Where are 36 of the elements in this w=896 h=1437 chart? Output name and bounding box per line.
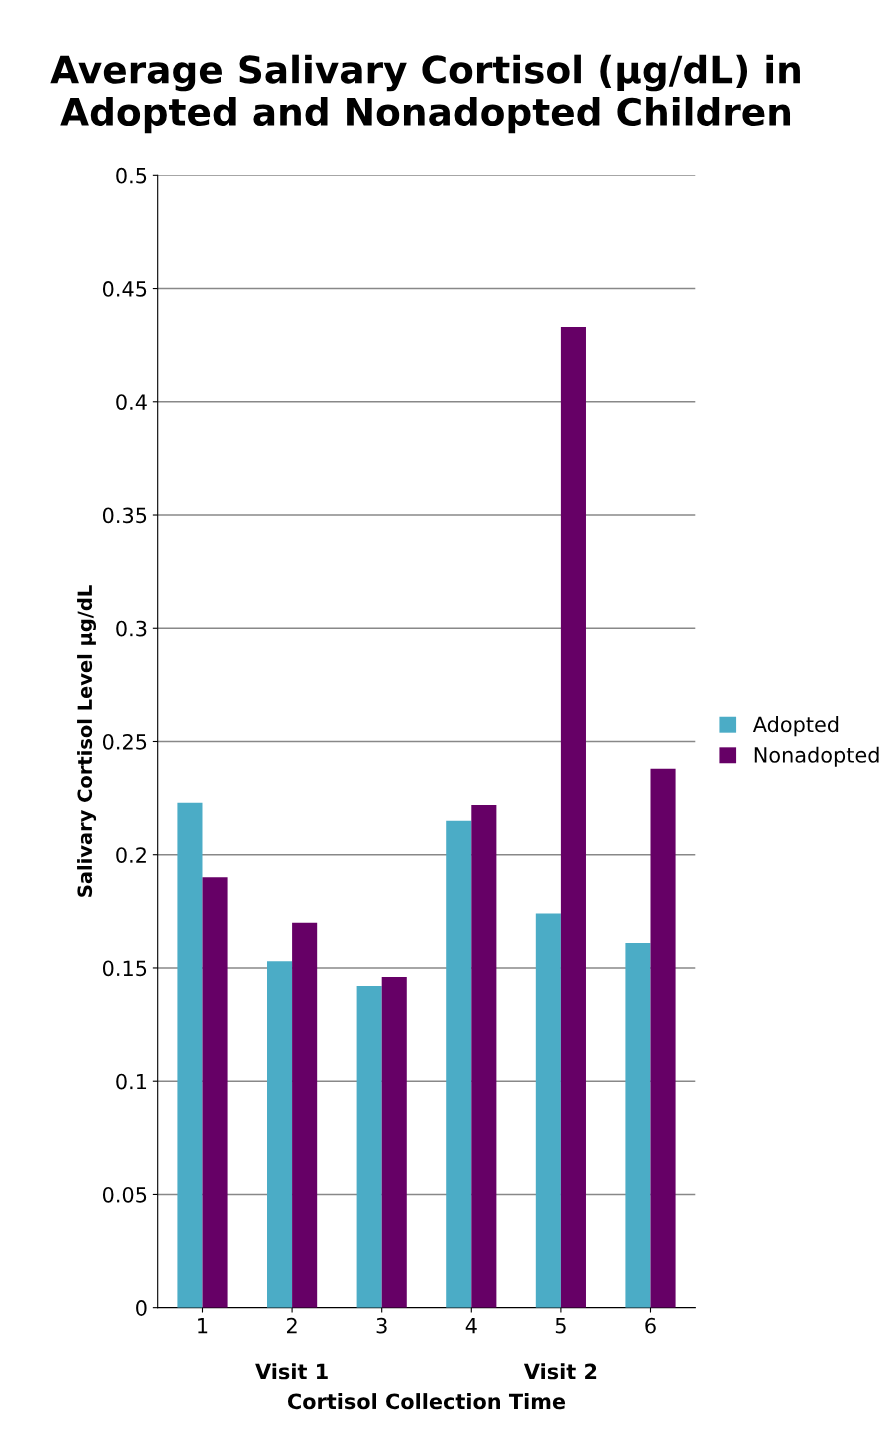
x-tick-label: 3: [376, 1317, 387, 1334]
bar: [177, 802, 203, 1308]
x-tick-label: 1: [198, 1318, 208, 1334]
chart-title: Average Salivary Cortisol (µg/dL) in Adopted and Nonadopted Children: [50, 54, 800, 134]
text: Visit 2: [523, 1363, 597, 1380]
y-tick-label: 0.35: [102, 507, 147, 524]
y-tick-label: 0.1: [116, 1073, 147, 1090]
bar: [202, 877, 228, 1308]
bar: [535, 913, 561, 1308]
bar: [381, 977, 407, 1308]
x-axis-title: Cortisol Collection Time: [287, 1393, 566, 1410]
bar: [292, 922, 318, 1308]
bar: [625, 943, 651, 1308]
x-tick-label: 5: [555, 1318, 566, 1334]
y-tick-label: 0: [136, 1300, 147, 1316]
bar: [650, 768, 676, 1308]
y-tick-label: 0.2: [116, 847, 146, 863]
y-tick-label: 0.5: [116, 167, 147, 184]
y-axis-title: Salivary Cortisol Level µg/dL: [77, 585, 97, 897]
x-tick-label: 4: [465, 1318, 477, 1334]
bar: [560, 327, 586, 1308]
legend-label: Nonadopted: [754, 746, 879, 767]
bar: [471, 804, 497, 1308]
bar: [267, 961, 293, 1308]
y-tick-label: 0.05: [102, 1186, 147, 1203]
y-tick-label: 0.4: [116, 394, 147, 410]
bar: [446, 820, 472, 1308]
text: Visit 1: [255, 1363, 328, 1380]
y-tick-label: 0.45: [102, 281, 147, 297]
x-tick-label: 2: [287, 1317, 297, 1334]
bar: [356, 986, 382, 1308]
y-tick-label: 0.25: [102, 733, 147, 750]
y-tick-label: 0.15: [102, 960, 147, 977]
legend-label: Adopted: [752, 716, 839, 737]
x-tick-label: 6: [645, 1317, 656, 1334]
y-tick-label: 0.3: [116, 620, 147, 637]
